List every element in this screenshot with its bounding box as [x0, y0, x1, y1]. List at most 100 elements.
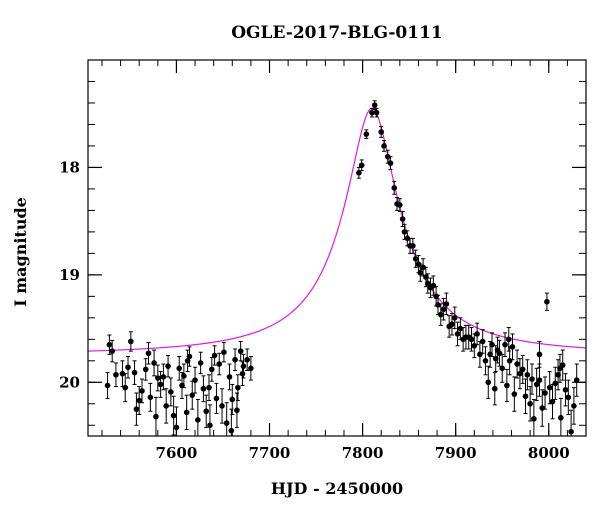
y-tick-label: 18	[59, 158, 80, 176]
data-point	[356, 170, 362, 176]
data-point	[221, 349, 227, 356]
data-point	[248, 365, 254, 372]
data-point	[226, 374, 233, 380]
data-point	[502, 341, 508, 348]
data-point	[229, 396, 236, 403]
data-point	[189, 392, 196, 398]
data-point	[424, 280, 431, 287]
data-point	[397, 202, 403, 208]
x-tick-label: 7900	[435, 444, 477, 462]
x-tick-label: 7800	[342, 444, 384, 462]
data-point	[505, 336, 512, 343]
data-point	[410, 243, 416, 249]
data-point	[122, 384, 129, 391]
data-point	[430, 282, 437, 289]
data-point	[155, 375, 161, 381]
data-point	[363, 131, 370, 137]
data-point	[223, 420, 230, 426]
data-point	[239, 370, 246, 377]
data-point	[440, 306, 447, 313]
data-point	[387, 160, 394, 166]
data-point	[474, 331, 480, 337]
data-point	[228, 427, 235, 434]
data-point	[128, 338, 134, 345]
data-point	[209, 366, 215, 373]
data-point	[542, 390, 548, 396]
data-point	[546, 384, 553, 391]
data-point	[568, 428, 574, 435]
data-point	[373, 109, 380, 116]
data-point	[552, 380, 559, 387]
data-point	[147, 394, 154, 401]
data-point	[479, 338, 486, 345]
data-point	[506, 358, 513, 364]
data-point	[384, 153, 391, 160]
data-point	[404, 235, 411, 242]
data-point	[113, 371, 119, 378]
x-tick-label: 8000	[528, 444, 570, 462]
x-tick-label: 7600	[156, 444, 198, 462]
data-point	[153, 413, 159, 420]
data-point	[170, 412, 177, 419]
data-point	[369, 109, 375, 116]
data-point	[125, 364, 131, 371]
data-point	[234, 407, 240, 414]
data-point	[417, 269, 424, 276]
data-point	[557, 365, 563, 372]
data-point	[549, 398, 556, 405]
data-point	[240, 363, 247, 369]
data-point	[378, 129, 385, 135]
data-point	[203, 408, 210, 415]
data-point	[183, 409, 190, 416]
data-point	[562, 387, 569, 393]
data-point	[492, 355, 499, 362]
chart-title: OGLE-2017-BLG-0111	[231, 23, 443, 43]
data-point	[157, 381, 164, 388]
data-point	[244, 356, 250, 363]
data-point	[192, 377, 198, 383]
y-axis-label: I magnitude	[11, 197, 30, 307]
data-point	[109, 348, 116, 354]
data-point	[207, 422, 213, 429]
data-point	[573, 377, 580, 383]
data-point	[420, 264, 426, 271]
data-point	[200, 385, 207, 392]
data-point	[104, 382, 111, 389]
data-point	[131, 369, 138, 376]
data-point	[522, 393, 529, 400]
data-point	[514, 361, 520, 367]
data-point	[173, 424, 180, 431]
data-point	[571, 403, 577, 409]
data-point	[471, 342, 478, 349]
data-point	[499, 365, 506, 372]
data-point	[142, 366, 149, 373]
data-point	[219, 403, 225, 409]
data-point	[457, 325, 464, 332]
data-point	[449, 321, 455, 328]
data-point	[468, 336, 475, 343]
data-point	[133, 406, 140, 412]
data-point	[181, 373, 187, 379]
data-point	[216, 361, 223, 367]
data-point	[485, 379, 492, 386]
y-tick-label: 19	[59, 266, 80, 284]
data-point	[482, 358, 489, 364]
data-point	[391, 185, 398, 191]
data-point	[451, 315, 458, 321]
data-point	[232, 356, 238, 363]
data-point	[211, 352, 218, 359]
data-point	[531, 416, 537, 422]
data-point	[533, 381, 540, 388]
data-point	[119, 370, 126, 377]
data-point	[536, 351, 543, 358]
data-point	[136, 397, 142, 404]
data-point	[491, 385, 498, 392]
data-point	[527, 400, 533, 407]
data-point	[454, 331, 461, 337]
data-point	[195, 417, 201, 423]
data-point	[399, 216, 406, 222]
x-axis-label: HJD - 2450000	[271, 479, 403, 498]
data-point	[381, 143, 387, 149]
data-point	[184, 358, 191, 364]
